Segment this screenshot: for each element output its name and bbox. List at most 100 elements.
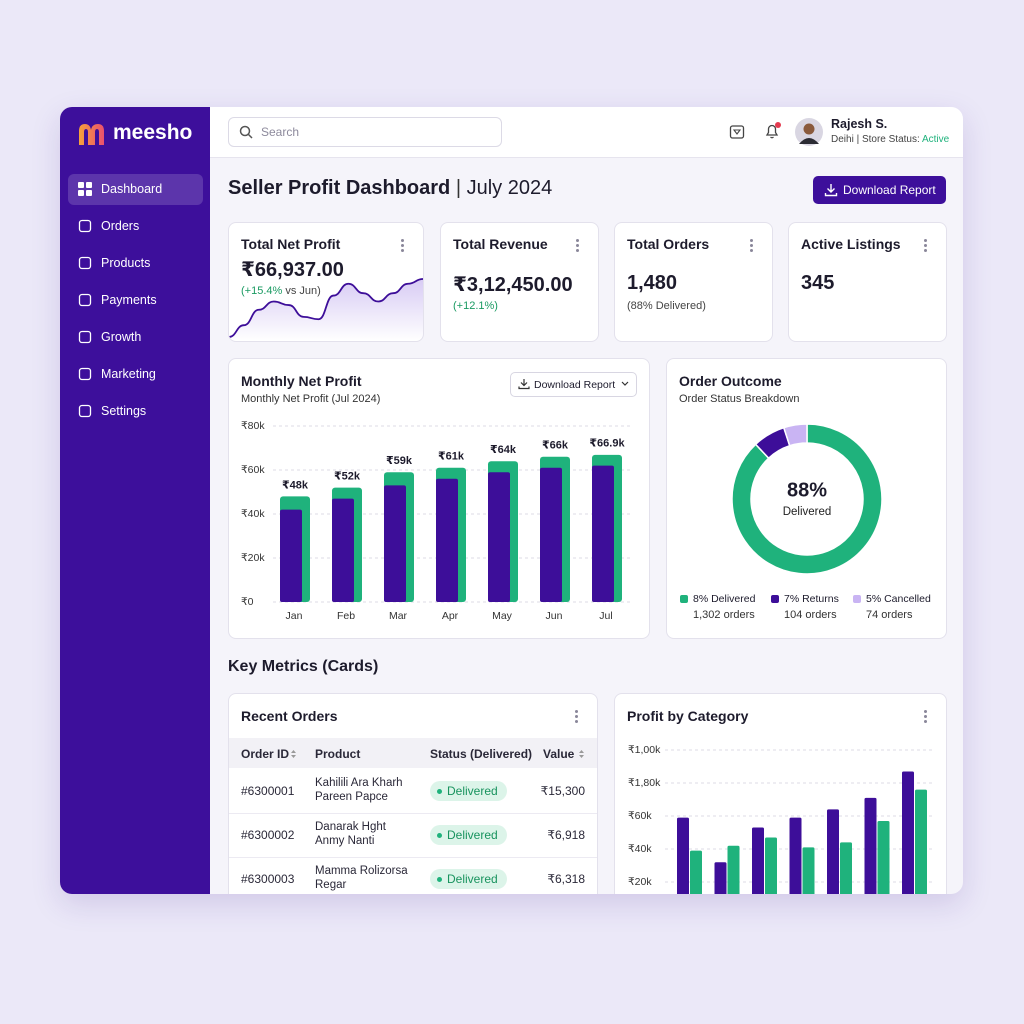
product-name: Kahilili Ara Kharh <box>315 777 403 789</box>
column-header: Product <box>315 747 361 761</box>
kpi-card: Total Orders 1,480 (88% Delivered) <box>614 222 773 342</box>
user-status: Active <box>921 134 950 145</box>
data-label: ₹48k <box>282 479 309 491</box>
order-value: ₹15,300 <box>540 784 585 798</box>
legend-swatch <box>853 595 861 603</box>
product-name: Danarak Hght <box>315 821 386 833</box>
y-tick-label: ₹40k <box>628 843 652 855</box>
nav-item[interactable]: Growth <box>68 322 203 353</box>
y-tick-label: ₹0 <box>241 596 254 608</box>
legend-count: 1,302 orders <box>693 609 755 621</box>
bar <box>802 847 815 894</box>
chart-download-label: Download Report <box>534 379 616 391</box>
bell-icon[interactable] <box>763 121 783 141</box>
kpi-note: (88% Delivered) <box>627 300 706 312</box>
chevron <box>621 381 629 386</box>
x-tick-label: Mar <box>389 610 408 622</box>
brand-name: meesho <box>113 121 193 144</box>
chart-subtitle: Monthly Net Profit (Jul 2024) <box>241 393 381 405</box>
legend-label: 5% Cancelled <box>866 593 931 605</box>
column-header[interactable]: Order ID <box>241 747 290 761</box>
y-tick-label: ₹1,80k <box>628 777 661 789</box>
icon-part <box>78 404 92 418</box>
bar <box>332 498 354 602</box>
donut-center-label: Delivered <box>783 506 832 518</box>
chart-subtitle: Order Status Breakdown <box>679 393 800 405</box>
legend-label: 8% Delivered <box>693 593 756 605</box>
menu-dots[interactable] <box>924 239 927 254</box>
icon-part <box>78 182 84 188</box>
status-pill: Delivered <box>430 781 507 801</box>
y-tick-label: ₹20k <box>628 876 652 888</box>
search-box[interactable]: Search <box>228 117 502 147</box>
chart-title: Order Outcome <box>679 373 782 389</box>
bar <box>677 817 689 894</box>
bar <box>714 862 727 894</box>
bar <box>488 472 510 602</box>
data-label: ₹66.9k <box>589 438 625 450</box>
kpi-card: Total Revenue ₹3,12,450.00 (+12.1%) <box>440 222 599 342</box>
bar <box>840 842 852 894</box>
nav-item[interactable]: Marketing <box>68 359 203 390</box>
nav-item[interactable]: Payments <box>68 285 203 316</box>
download-icon <box>824 184 838 197</box>
bar-chart: ₹0 ₹20k ₹40k ₹60k ₹80k ₹48k ₹52k ₹59k ₹61k ₹64k ₹6… <box>241 420 631 622</box>
download-icon <box>518 379 530 390</box>
table-title: Recent Orders <box>241 708 338 724</box>
product-name: Pareen Papce <box>315 791 388 803</box>
nav-icon <box>78 293 92 307</box>
nav-icon <box>78 330 92 344</box>
user-meta: Deihi | Store Status: Active <box>831 134 949 145</box>
sort-icon[interactable] <box>290 749 297 759</box>
download-button[interactable]: Download Report <box>813 176 946 204</box>
kpi-title: Active Listings <box>801 236 901 252</box>
calendar-icon[interactable] <box>729 124 745 140</box>
bar <box>690 850 702 894</box>
section-title: Key Metrics (Cards) <box>228 658 379 675</box>
product-name: Anmy Nanti <box>315 835 375 847</box>
nav-icon <box>78 367 92 381</box>
avatar[interactable] <box>795 118 823 146</box>
kpi-value: ₹66,937.00 <box>241 259 344 281</box>
chart-title: Profit by Category <box>627 708 749 724</box>
nav-item[interactable]: Settings <box>68 396 203 427</box>
data-label: ₹64k <box>490 444 517 456</box>
data-label: ₹66k <box>542 440 569 452</box>
y-tick-label: ₹80k <box>241 420 265 432</box>
kpi-card: Total Net Profit ₹66,937.00 (+15.4% vs J… <box>228 222 424 342</box>
sidebar: meesho Dashboard Orders Products Payments Gr… <box>60 107 210 894</box>
y-tick-label: ₹60k <box>241 464 265 476</box>
icon-part <box>78 330 92 344</box>
nav-label: Dashboard <box>101 182 163 196</box>
bar <box>280 509 302 602</box>
order-id: #6300002 <box>241 828 295 842</box>
status-pill: Delivered <box>430 825 507 845</box>
sparkline-line <box>229 278 423 338</box>
sort-icon[interactable] <box>578 749 585 759</box>
order-id: #6300001 <box>241 784 295 798</box>
kpi-value: 345 <box>801 272 835 294</box>
icon-part <box>78 219 92 233</box>
nav-icon <box>78 404 92 418</box>
menu-dots[interactable] <box>401 239 404 254</box>
menu-dots[interactable] <box>575 710 578 725</box>
nav-item[interactable]: Orders <box>68 211 203 242</box>
menu-dots[interactable] <box>576 239 579 254</box>
chart-card: Monthly Net Profit Monthly Net Profit (J… <box>228 358 650 639</box>
status-pill: Delivered <box>430 869 507 889</box>
user-name: Rajesh S. <box>831 117 888 131</box>
column-header[interactable]: Value <box>543 747 575 761</box>
bar <box>864 797 877 894</box>
menu-dots[interactable] <box>750 239 753 254</box>
bar <box>827 809 839 894</box>
user-location: Deihi | Store Status: <box>831 134 920 145</box>
sparkline <box>229 278 423 341</box>
chart-download-button[interactable]: Download Report <box>510 372 637 397</box>
title-period: July 2024 <box>466 177 553 199</box>
x-tick-label: Feb <box>337 610 355 622</box>
menu-dots[interactable] <box>924 710 927 725</box>
nav-item[interactable]: Dashboard <box>68 174 203 205</box>
nav-item[interactable]: Products <box>68 248 203 279</box>
download-label: Download Report <box>843 183 936 197</box>
